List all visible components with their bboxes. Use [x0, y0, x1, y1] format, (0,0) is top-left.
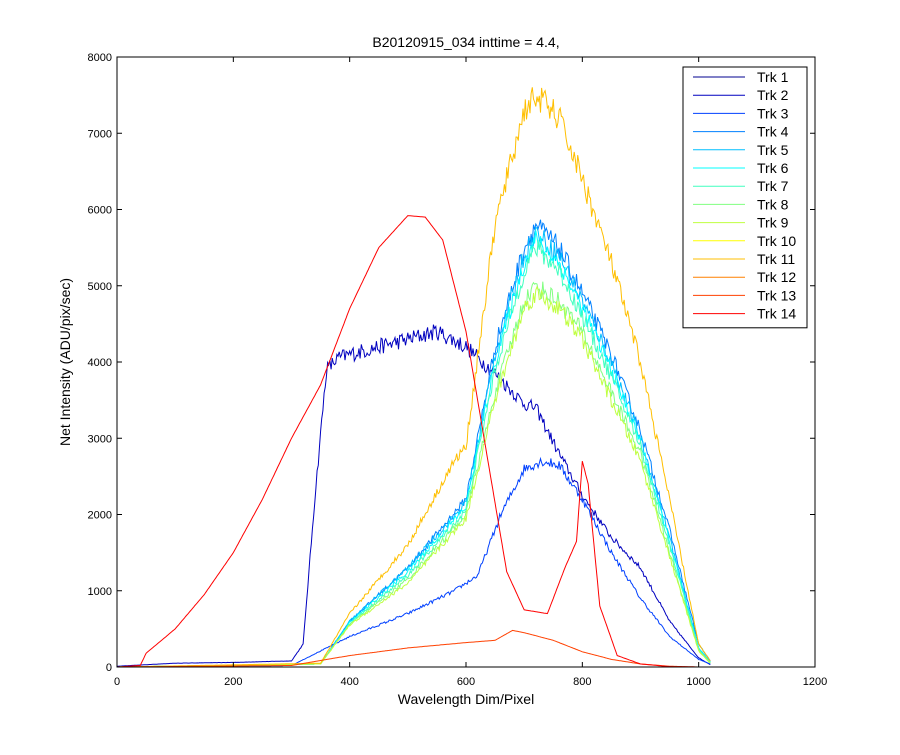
y-tick-label: 4000 [88, 357, 112, 369]
y-tick-label: 8000 [88, 52, 112, 64]
legend-entry: Trk 1 [757, 69, 789, 85]
legend-box [682, 66, 808, 329]
x-axis-label: Wavelength Dim/Pixel [398, 691, 534, 707]
x-tick-label: 1000 [686, 676, 710, 688]
series-line-2 [117, 324, 711, 667]
legend-entry: Trk 9 [757, 215, 789, 231]
legend-entry: Trk 14 [757, 306, 796, 322]
legend-entry: Trk 3 [757, 105, 789, 121]
y-tick-label: 5000 [88, 281, 112, 293]
legend-entry: Trk 13 [757, 287, 796, 303]
legend-entry: Trk 4 [757, 124, 789, 140]
plot-area [117, 87, 711, 667]
legend-entry: Trk 8 [757, 196, 789, 212]
y-axis-label: Net Intensity (ADU/pix/sec) [57, 278, 73, 446]
y-tick-label: 6000 [88, 205, 112, 217]
axes: 0 200 400 600 800 1000 1200 0 1000 2000 3000 4000 50… [88, 52, 828, 688]
y-tick-label: 1000 [88, 586, 112, 598]
legend-entry: Trk 7 [757, 178, 789, 194]
y-tick-label: 2000 [88, 510, 112, 522]
series-line-7 [117, 239, 711, 667]
series-line-14 [117, 215, 711, 667]
series-line-11 [117, 87, 711, 667]
x-tick-label: 200 [224, 676, 242, 688]
y-tick-label: 3000 [88, 433, 112, 445]
x-tick-label: 1200 [803, 676, 827, 688]
legend-entry: Trk 5 [757, 142, 789, 158]
x-tick-label: 400 [340, 676, 358, 688]
chart-title: B20120915_034 inttime = 4.4, [372, 34, 559, 50]
legend-entry: Trk 2 [757, 87, 789, 103]
series-line-4 [117, 219, 711, 667]
series-line-13 [117, 629, 711, 667]
legend-entry: Trk 12 [757, 269, 796, 285]
y-tick-label: 0 [106, 662, 112, 674]
x-tick-label: 800 [573, 676, 591, 688]
legend-entry: Trk 11 [757, 251, 795, 267]
y-tick-label: 7000 [88, 128, 112, 140]
x-tick-label: 0 [114, 676, 120, 688]
legend-entry: Trk 10 [757, 233, 796, 249]
legend: Trk 1 Trk 2 Trk 3 Trk 4 Trk 5 Trk 6 Trk 7 Trk 8… [682, 66, 808, 329]
x-tick-label: 600 [457, 676, 475, 688]
legend-entry: Trk 6 [757, 160, 789, 176]
